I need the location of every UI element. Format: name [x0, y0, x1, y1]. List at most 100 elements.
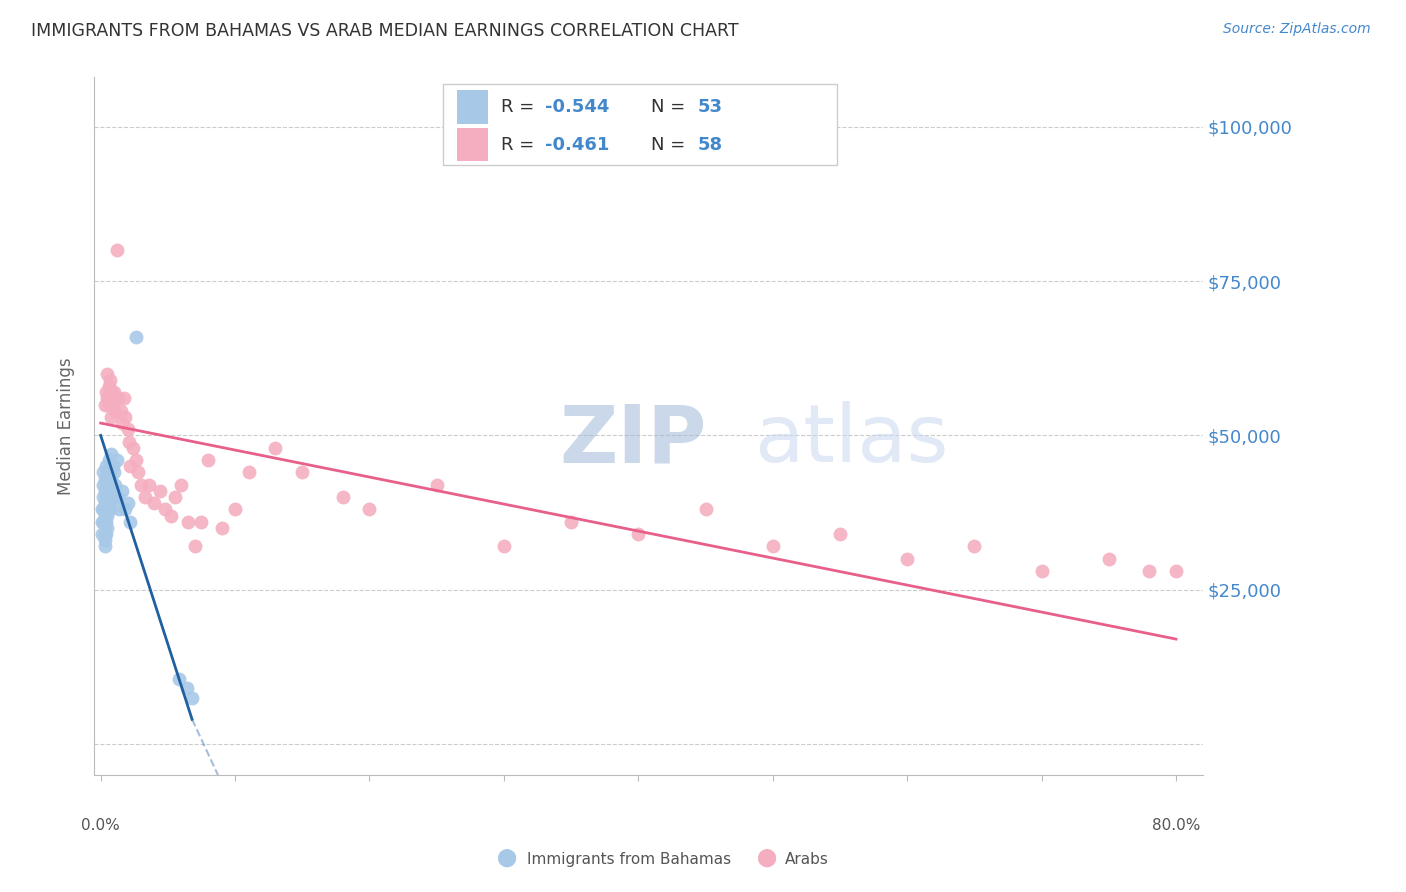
- Point: [91, 502, 114, 516]
- Point: [100, 447, 122, 461]
- Point: [97, 398, 120, 412]
- Point: [98, 373, 121, 387]
- Text: R =: R =: [501, 98, 540, 116]
- Point: [104, 403, 127, 417]
- Point: [112, 392, 135, 406]
- Point: [93, 515, 115, 529]
- Point: [93, 540, 115, 554]
- Point: [120, 515, 142, 529]
- Point: [238, 466, 260, 480]
- Point: [143, 496, 166, 510]
- Point: [94, 385, 117, 400]
- Point: [124, 453, 146, 467]
- Point: [98, 502, 121, 516]
- Point: [291, 466, 314, 480]
- Point: [107, 392, 129, 406]
- Point: [170, 477, 193, 491]
- Point: [190, 515, 212, 529]
- Text: IMMIGRANTS FROM BAHAMAS VS ARAB MEDIAN EARNINGS CORRELATION CHART: IMMIGRANTS FROM BAHAMAS VS ARAB MEDIAN E…: [31, 22, 738, 40]
- Point: [96, 477, 118, 491]
- Point: [103, 466, 125, 480]
- Text: 58: 58: [697, 136, 723, 153]
- Point: [91, 490, 114, 504]
- Point: [111, 416, 134, 430]
- Point: [100, 385, 122, 400]
- Point: [105, 244, 128, 258]
- Point: [100, 472, 122, 486]
- Point: [110, 403, 132, 417]
- Point: [91, 477, 114, 491]
- Point: [134, 490, 156, 504]
- Point: [1031, 564, 1053, 578]
- Point: [94, 490, 117, 504]
- Point: [101, 483, 124, 498]
- Point: [963, 540, 986, 554]
- Point: [627, 527, 650, 541]
- Point: [93, 508, 115, 523]
- Point: [211, 521, 233, 535]
- Point: [828, 527, 851, 541]
- Point: [93, 533, 115, 548]
- Text: -0.461: -0.461: [546, 136, 610, 153]
- Point: [98, 392, 121, 406]
- Text: ⬤: ⬤: [496, 848, 516, 867]
- Text: atlas: atlas: [754, 401, 948, 479]
- Text: Source: ZipAtlas.com: Source: ZipAtlas.com: [1223, 22, 1371, 37]
- Point: [101, 398, 124, 412]
- Text: Arabs: Arabs: [785, 852, 828, 867]
- Point: [91, 502, 114, 516]
- Point: [96, 392, 118, 406]
- Text: ZIP: ZIP: [560, 401, 707, 479]
- Text: 0.0%: 0.0%: [82, 818, 120, 833]
- Point: [153, 502, 176, 516]
- Point: [96, 367, 118, 381]
- Point: [97, 483, 120, 498]
- Point: [1164, 564, 1187, 578]
- Point: [176, 681, 198, 696]
- Point: [124, 329, 146, 343]
- Point: [91, 515, 114, 529]
- Point: [122, 441, 145, 455]
- Point: [100, 409, 122, 424]
- Point: [138, 477, 160, 491]
- Point: [184, 540, 207, 554]
- Text: N =: N =: [651, 136, 690, 153]
- Point: [97, 472, 120, 486]
- Point: [91, 527, 114, 541]
- Point: [159, 508, 181, 523]
- Point: [91, 515, 114, 529]
- Point: [94, 515, 117, 529]
- Point: [91, 466, 114, 480]
- Point: [100, 490, 122, 504]
- Text: -0.544: -0.544: [546, 98, 610, 116]
- Text: ⬤: ⬤: [756, 848, 776, 867]
- Text: R =: R =: [501, 136, 540, 153]
- Point: [129, 477, 152, 491]
- Point: [117, 422, 139, 436]
- Point: [332, 490, 354, 504]
- Point: [560, 515, 582, 529]
- Text: 80.0%: 80.0%: [1152, 818, 1201, 833]
- Point: [1137, 564, 1160, 578]
- Point: [127, 466, 149, 480]
- Point: [108, 502, 131, 516]
- Point: [96, 496, 118, 510]
- Point: [149, 483, 172, 498]
- Point: [97, 453, 120, 467]
- FancyBboxPatch shape: [443, 85, 837, 165]
- Point: [94, 527, 117, 541]
- Point: [896, 552, 918, 566]
- Point: [105, 453, 128, 467]
- Point: [264, 441, 287, 455]
- Point: [101, 459, 124, 474]
- Point: [93, 472, 115, 486]
- Point: [96, 466, 118, 480]
- Point: [97, 379, 120, 393]
- Point: [197, 453, 219, 467]
- Point: [359, 502, 381, 516]
- Point: [97, 502, 120, 516]
- Point: [93, 398, 115, 412]
- Point: [94, 459, 117, 474]
- Point: [426, 477, 449, 491]
- Point: [96, 521, 118, 535]
